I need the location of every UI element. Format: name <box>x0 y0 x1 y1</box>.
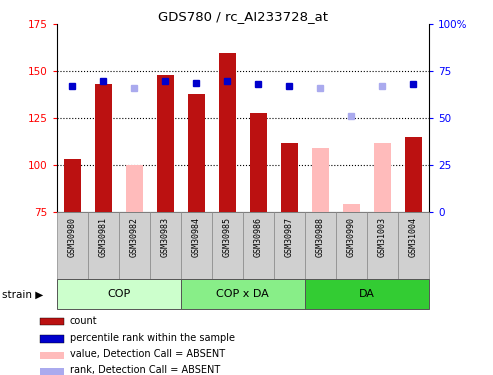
Text: GSM30984: GSM30984 <box>192 217 201 257</box>
Bar <box>64 159 81 212</box>
Bar <box>88 212 119 279</box>
Bar <box>40 352 64 359</box>
Text: GSM30988: GSM30988 <box>316 217 325 257</box>
Bar <box>40 335 64 342</box>
Bar <box>336 212 367 279</box>
Bar <box>181 279 305 309</box>
Text: GSM30990: GSM30990 <box>347 217 356 257</box>
Bar <box>219 53 236 212</box>
Bar <box>305 212 336 279</box>
Bar <box>374 142 391 212</box>
Bar <box>126 165 143 212</box>
Text: GSM31003: GSM31003 <box>378 217 387 257</box>
Text: count: count <box>70 316 98 326</box>
Bar <box>57 279 181 309</box>
Text: percentile rank within the sample: percentile rank within the sample <box>70 333 235 343</box>
Bar <box>250 112 267 212</box>
Bar <box>150 212 181 279</box>
Text: GSM30980: GSM30980 <box>68 217 77 257</box>
Title: GDS780 / rc_AI233728_at: GDS780 / rc_AI233728_at <box>158 10 328 23</box>
Text: GSM30981: GSM30981 <box>99 217 108 257</box>
Text: COP x DA: COP x DA <box>216 290 269 299</box>
Text: DA: DA <box>359 290 375 299</box>
Bar <box>181 212 212 279</box>
Text: GSM30982: GSM30982 <box>130 217 139 257</box>
Bar <box>57 212 88 279</box>
Bar <box>95 84 112 212</box>
Bar <box>405 137 422 212</box>
Text: GSM30986: GSM30986 <box>254 217 263 257</box>
Bar <box>40 318 64 326</box>
Text: GSM30983: GSM30983 <box>161 217 170 257</box>
Bar <box>367 212 398 279</box>
Text: GSM30985: GSM30985 <box>223 217 232 257</box>
Text: COP: COP <box>107 290 130 299</box>
Bar <box>188 94 205 212</box>
Bar <box>281 142 298 212</box>
Bar <box>343 204 360 212</box>
Bar <box>305 279 429 309</box>
Text: rank, Detection Call = ABSENT: rank, Detection Call = ABSENT <box>70 365 220 375</box>
Text: GSM31004: GSM31004 <box>409 217 418 257</box>
Bar <box>157 75 174 212</box>
Bar <box>212 212 243 279</box>
Text: GSM30987: GSM30987 <box>285 217 294 257</box>
Text: value, Detection Call = ABSENT: value, Detection Call = ABSENT <box>70 350 225 359</box>
Bar <box>274 212 305 279</box>
Bar <box>40 368 64 375</box>
Text: strain ▶: strain ▶ <box>2 290 44 299</box>
Bar <box>312 148 329 212</box>
Bar <box>243 212 274 279</box>
Bar <box>119 212 150 279</box>
Bar <box>398 212 429 279</box>
